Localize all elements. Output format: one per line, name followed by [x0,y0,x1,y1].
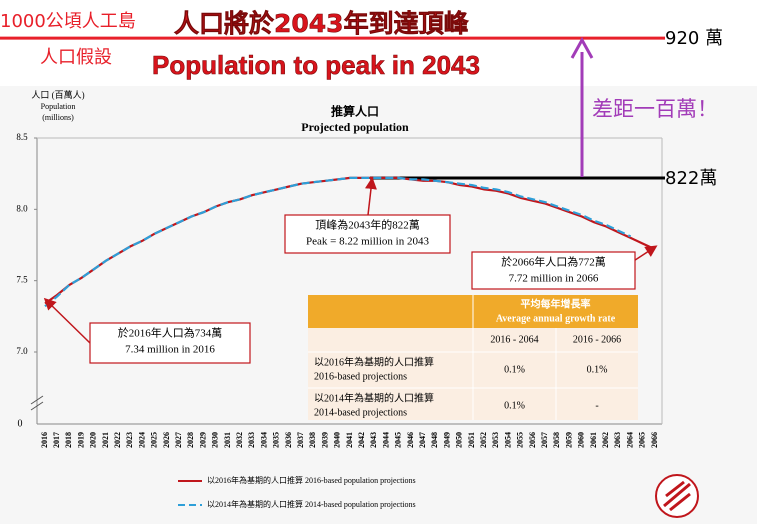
x-tick-label: 2055 [516,432,525,448]
x-tick-label: 2026 [162,432,171,448]
headline-en: Population to peak in 2043 [152,50,480,80]
x-tick-label: 2066 [650,432,659,448]
annotation-text: 於2016年人口為734萬 [118,326,223,340]
x-tick-label: 2047 [418,432,427,448]
assumption-label: 人口假設 [40,47,112,68]
x-tick-label: 2020 [89,432,98,448]
reference-label: 920 萬 [665,28,723,49]
x-tick-label: 2061 [589,432,598,448]
x-tick-label: 2065 [638,432,647,448]
annotation-text: 7.72 million in 2066 [509,273,599,285]
annotation-text: Peak = 8.22 million in 2043 [306,236,429,248]
chart-title: 推算人口 [331,104,379,119]
reference-label: 822萬 [665,168,717,189]
annotation-box [284,214,451,254]
x-tick-label: 2018 [64,432,73,448]
x-tick-label: 2046 [406,432,415,448]
chart: 0 7.0 7.5 8.0 8.5 人口 (百萬人) Population (millions… [0,28,723,518]
x-tick-label: 2064 [625,432,634,448]
table-row-label: 2014-based projections [314,407,407,418]
y-tick-label: 8.5 [16,132,28,142]
annotation-text: 頂峰為2043年的822萬 [315,218,420,232]
x-tick-label: 2042 [357,432,366,448]
y-break-label: 0 [18,418,23,429]
annotation-box [471,251,636,290]
table-cell: 0.1% [504,364,525,375]
y-tick-label: 7.5 [16,275,28,285]
x-tick-label: 2036 [284,432,293,448]
x-tick-label: 2027 [174,432,183,448]
x-tick-label: 2031 [223,432,232,448]
x-tick-label: 2062 [601,432,610,448]
x-tick-label: 2045 [394,432,403,448]
table-title: 平均每年增長率 [521,297,591,310]
annotation-arrow [43,297,91,344]
x-tick-label: 2029 [198,432,207,448]
x-tick-label: 2016 [40,432,49,448]
y-tick-label: 7.0 [16,346,28,356]
x-tick-label: 2021 [101,432,110,448]
x-tick-label: 2038 [308,432,317,448]
x-tick-label: 2017 [52,432,61,448]
x-tick-label: 2039 [320,432,329,448]
headline: 人口將於2043年到達頂峰 [174,9,469,38]
annotation-arrow [365,177,377,216]
x-tick-label: 2024 [137,432,146,448]
x-tick-label: 2022 [113,432,122,448]
island-label: 1000公頃人工島 [0,11,136,32]
series-line [44,176,632,308]
x-tick-label: 2059 [564,432,573,448]
x-tick-label: 2037 [296,432,305,448]
x-tick-label: 2035 [272,432,281,448]
legend-label: 以2016年為基期的人口推算 2016-based population pro… [207,475,416,485]
x-tick-label: 2056 [528,432,537,448]
y-axis-label: (millions) [42,113,74,122]
x-tick-label: 2048 [430,432,439,448]
y-tick-label: 8.0 [16,203,28,213]
annotation-text: 7.34 million in 2016 [125,344,215,356]
x-tick-label: 2063 [613,432,622,448]
gap-arrow-head [570,36,594,59]
x-tick-label: 2028 [186,432,195,448]
gap-label: 差距一百萬！ [592,97,718,121]
x-tick-label: 2049 [442,432,451,448]
table-cell: 0.1% [504,400,525,411]
annotation-text: 於2066年人口為772萬 [501,255,606,269]
y-axis-label: Population [41,102,76,111]
table-row-label: 以2014年為基期的人口推算 [314,391,434,404]
table-cell: - [595,400,598,411]
x-tick-label: 2034 [259,432,268,448]
legend-label: 以2014年為基期的人口推算 2014-based population pro… [207,499,416,509]
x-tick-label: 2023 [125,432,134,448]
table-title: Average annual growth rate [496,313,616,324]
x-tick-label: 2051 [467,432,476,448]
x-tick-label: 2058 [552,432,561,448]
x-tick-label: 2040 [333,432,342,448]
table-row-label: 以2016年為基期的人口推算 [314,355,434,368]
x-tick-label: 2052 [479,432,488,448]
x-tick-label: 2044 [381,432,390,448]
table-column: 2016 - 2064 [490,334,538,345]
x-tick-label: 2050 [455,432,464,448]
x-tick-label: 2032 [235,432,244,448]
x-tick-label: 2053 [491,432,500,448]
annotation-box [89,322,251,364]
table-column: 2016 - 2066 [573,334,621,345]
x-tick-label: 2033 [247,432,256,448]
logo-mark [663,480,691,512]
x-tick-label: 2057 [540,432,549,448]
x-tick-label: 2019 [76,432,85,448]
x-tick-label: 2025 [150,432,159,448]
x-tick-label: 2054 [503,432,512,448]
x-tick-label: 2060 [577,432,586,448]
chart-subtitle: Projected population [301,120,409,134]
table-cell: 0.1% [587,364,608,375]
table-row-label: 2016-based projections [314,371,407,382]
y-axis-label: 人口 (百萬人) [31,89,84,100]
axis-break [30,395,44,411]
x-tick-label: 2041 [345,432,354,448]
x-tick-label: 2043 [369,432,378,448]
x-tick-label: 2030 [211,432,220,448]
